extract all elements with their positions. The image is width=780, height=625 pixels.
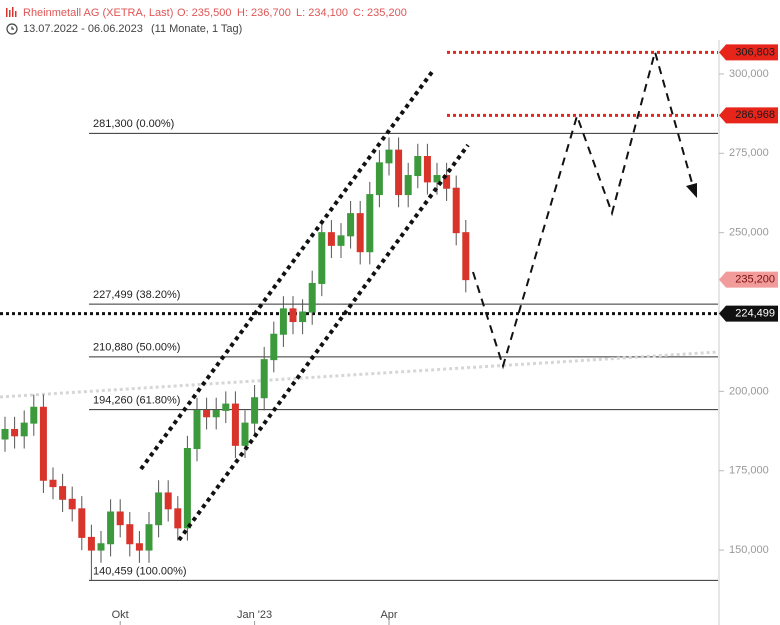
- candle-body: [135, 543, 143, 551]
- candle-body: [231, 403, 239, 446]
- candle-body: [222, 403, 230, 411]
- candle-body: [39, 406, 47, 481]
- projection-path: [472, 48, 695, 370]
- price-label-box: [719, 305, 778, 322]
- candle-body: [212, 409, 220, 418]
- x-tick-label: Apr: [380, 609, 397, 621]
- price-label: 224,499: [735, 308, 775, 320]
- channel-lower: [177, 143, 470, 542]
- candle-body: [375, 162, 383, 196]
- candle-body: [30, 406, 38, 424]
- drawings: [139, 48, 697, 542]
- candle-body: [385, 149, 393, 164]
- candle-body: [423, 155, 431, 183]
- header-low: L: 234,100: [296, 7, 348, 19]
- price-label-box: [719, 271, 778, 288]
- axes: 150,000175,000200,000225,000250,000275,0…: [112, 44, 778, 625]
- candle-body: [116, 511, 124, 526]
- channel-upper: [139, 70, 434, 471]
- price-label-box: [719, 107, 778, 124]
- candle-body: [347, 213, 355, 237]
- price-label: 286,968: [735, 109, 775, 121]
- candle-body: [337, 235, 345, 246]
- candle-body: [68, 498, 76, 510]
- candle-body: [59, 486, 67, 500]
- fib-label: 194,260 (61.80%): [93, 395, 180, 407]
- y-tick-label: 275,000: [729, 147, 769, 159]
- candle-body: [1, 428, 9, 440]
- header-duration: (11 Monate, 1 Tag): [151, 23, 242, 35]
- candle-body: [395, 149, 403, 196]
- candle-body: [20, 422, 28, 437]
- header-close: C: 235,200: [353, 7, 407, 19]
- fib-levels: 281,300 (0.00%) 227,499 (38.20%) 210,880 (…: [89, 118, 718, 581]
- x-tick-label: Okt: [112, 609, 129, 621]
- header-title: Rheinmetall AG (XETRA, Last): [23, 7, 173, 19]
- y-tick-label: 200,000: [729, 385, 769, 397]
- x-tick-label: Jan '23: [237, 609, 272, 621]
- clock-icon: [6, 23, 18, 35]
- candle-body: [97, 543, 105, 551]
- candle-body: [404, 175, 412, 196]
- fib-label: 227,499 (38.20%): [93, 289, 180, 301]
- candle-body: [11, 428, 19, 437]
- price-label: 306,803: [735, 46, 775, 58]
- candle-body: [279, 308, 287, 335]
- candle-body: [193, 409, 201, 450]
- header-range: 13.07.2022 - 06.06.2023: [23, 23, 143, 35]
- candle-body: [452, 187, 460, 234]
- candle-body: [241, 422, 249, 446]
- candle-body: [270, 333, 278, 361]
- candle-body: [155, 492, 163, 526]
- y-tick-label: 250,000: [729, 227, 769, 239]
- y-tick-label: 300,000: [729, 68, 769, 80]
- candle-body: [145, 524, 153, 551]
- candle-body: [289, 308, 297, 323]
- y-tick-label: 175,000: [729, 465, 769, 477]
- projection-arrow: [686, 183, 697, 198]
- fib-label: 140,459 (100.00%): [93, 565, 187, 577]
- price-label-box: [719, 44, 778, 61]
- fib-label: 281,300 (0.00%): [93, 118, 174, 130]
- candle-body: [443, 175, 451, 189]
- candle-body: [78, 508, 86, 538]
- candle-body: [164, 492, 172, 510]
- candle-body: [87, 536, 95, 551]
- chart-icon: [6, 7, 17, 17]
- candle-body: [433, 175, 441, 183]
- candle-body: [414, 155, 422, 177]
- price-label: 235,200: [735, 274, 775, 286]
- candle-body: [203, 409, 211, 418]
- candle-body: [260, 359, 268, 399]
- candle-body: [299, 311, 307, 323]
- candle-body: [251, 397, 259, 424]
- candle-body: [318, 232, 326, 284]
- y-tick-label: 150,000: [729, 544, 769, 556]
- candle-body: [107, 511, 115, 545]
- candle-body: [174, 508, 182, 529]
- candle-body: [49, 479, 57, 488]
- candle-body: [126, 524, 134, 545]
- candle-body: [327, 232, 335, 246]
- header-high: H: 236,700: [237, 7, 291, 19]
- candle-body: [366, 194, 374, 253]
- header: Rheinmetall AG (XETRA, Last) O: 235,500 …: [6, 7, 407, 35]
- header-open: O: 235,500: [177, 7, 231, 19]
- candle-body: [308, 282, 316, 313]
- candles: [1, 137, 470, 581]
- fib-label: 210,880 (50.00%): [93, 342, 180, 354]
- candle-body: [462, 232, 470, 281]
- candle-body: [183, 448, 191, 529]
- candle-body: [356, 213, 364, 253]
